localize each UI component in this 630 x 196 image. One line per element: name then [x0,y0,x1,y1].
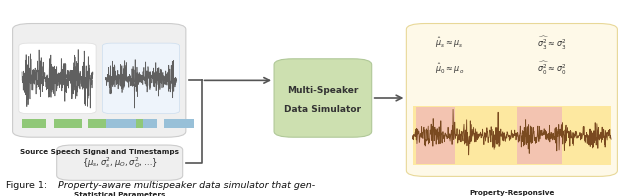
Text: Property-aware multispeaker data simulator that gen-: Property-aware multispeaker data simulat… [58,181,315,190]
Bar [144,119,158,128]
FancyBboxPatch shape [13,24,186,137]
Bar [88,119,123,128]
Bar [416,107,455,164]
Bar [517,107,562,164]
Text: Property-Responsive: Property-Responsive [469,190,554,196]
Text: $\widehat{\sigma_3^2} \approx \sigma_3^2$: $\widehat{\sigma_3^2} \approx \sigma_3^2… [537,34,567,52]
Text: Source Speech Signal and Timestamps: Source Speech Signal and Timestamps [20,149,179,155]
Text: Figure 1:: Figure 1: [6,181,47,190]
FancyBboxPatch shape [406,24,617,176]
Bar [22,119,46,128]
Text: Statistical Parameters: Statistical Parameters [74,192,166,196]
Bar [126,119,144,128]
FancyBboxPatch shape [102,43,180,114]
Text: $\hat{\mu}_0 \approx \mu_o$: $\hat{\mu}_0 \approx \mu_o$ [435,61,464,76]
Text: $\{\mu_s, \sigma_s^2, \mu_O, \sigma_O^2, \ldots\}$: $\{\mu_s, \sigma_s^2, \mu_O, \sigma_O^2,… [82,155,158,170]
FancyBboxPatch shape [274,59,372,137]
Bar [413,106,611,165]
Bar [54,119,82,128]
FancyBboxPatch shape [19,43,96,114]
Text: $\hat{\mu}_s \approx \mu_s$: $\hat{\mu}_s \approx \mu_s$ [435,36,463,50]
FancyBboxPatch shape [57,145,183,180]
Bar [164,119,194,128]
Text: Data Simulator: Data Simulator [284,105,362,114]
Bar [106,119,136,128]
Text: $\widehat{\sigma_0^2} \approx \sigma_0^2$: $\widehat{\sigma_0^2} \approx \sigma_0^2… [537,60,567,77]
Text: Multi-Speaker: Multi-Speaker [287,86,358,95]
